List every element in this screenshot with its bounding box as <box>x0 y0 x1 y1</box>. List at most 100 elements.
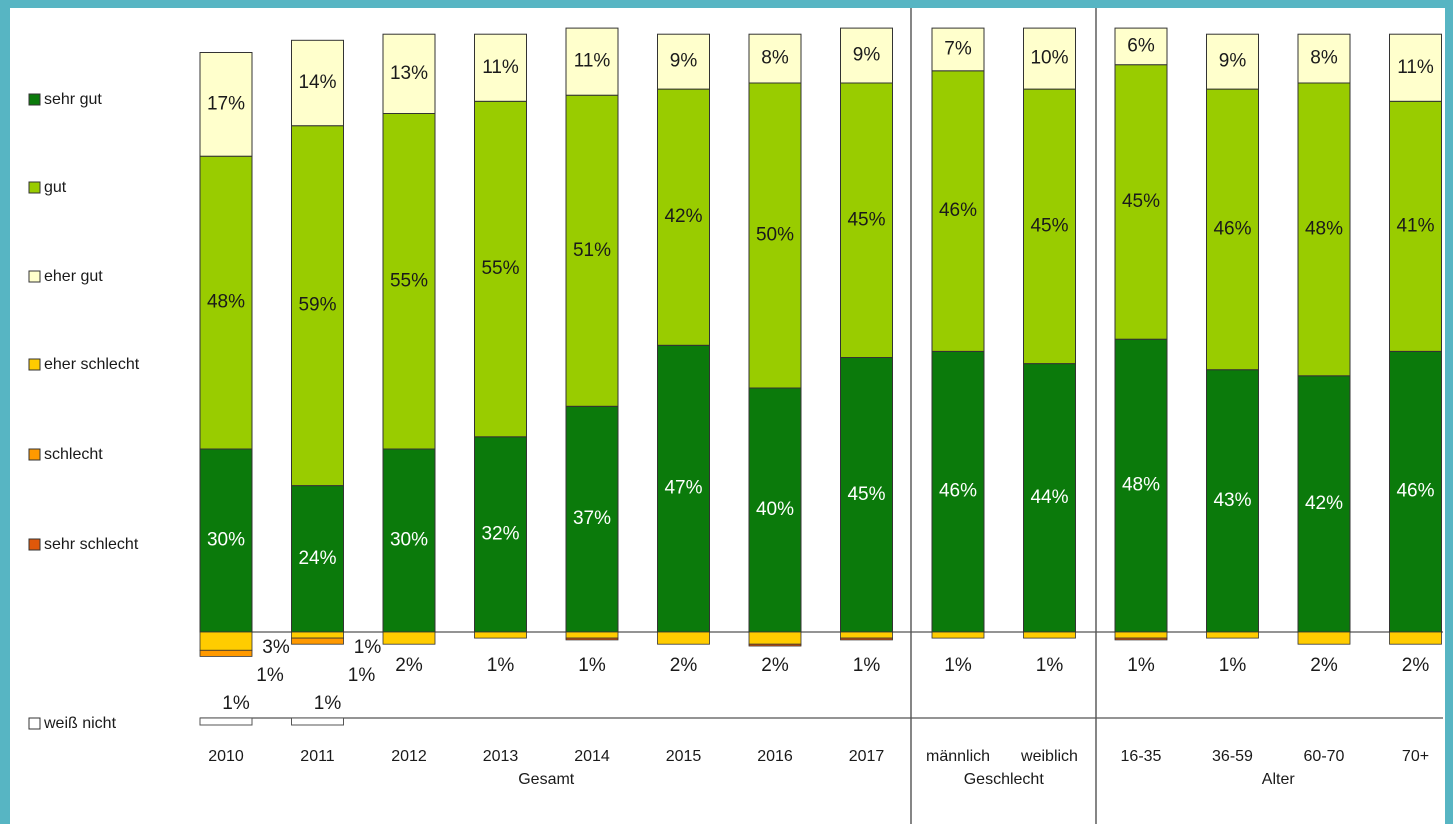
bar-segment <box>474 100 527 438</box>
bar-segment <box>291 485 344 633</box>
bar-segment <box>474 631 527 639</box>
x-tick-label: 2010 <box>208 748 244 765</box>
data-label: 45% <box>847 209 885 230</box>
data-label: 8% <box>761 48 789 69</box>
bar-segment <box>1297 375 1351 633</box>
bar-segment <box>565 631 619 639</box>
data-label: 41% <box>1396 215 1434 236</box>
legend-label: sehr schlecht <box>44 536 139 553</box>
bar-segment <box>1023 363 1076 633</box>
data-label: 2% <box>1310 655 1338 676</box>
data-label: 40% <box>756 499 794 520</box>
x-tick-label: 70+ <box>1402 748 1429 765</box>
data-label: 1% <box>222 693 250 714</box>
x-tick-label: 2013 <box>483 748 519 765</box>
bar-segment <box>657 631 710 645</box>
bar-segment <box>1297 631 1351 645</box>
data-label: 46% <box>939 481 977 502</box>
data-label: 1% <box>853 655 881 676</box>
chart: Gesamt Geschlecht Alter sehr gut gut eher gut… <box>10 8 1445 824</box>
x-tick-label: 2017 <box>849 748 885 765</box>
group-label: Alter <box>1262 771 1296 788</box>
bar-segment <box>657 88 710 346</box>
legend-label: sehr gut <box>44 91 102 108</box>
bar-segment <box>1114 631 1168 639</box>
data-label: 48% <box>207 292 245 313</box>
group-label: Gesamt <box>518 771 575 788</box>
data-label: 2% <box>1402 655 1430 676</box>
data-label: 9% <box>853 45 881 66</box>
bar-segment <box>291 39 344 127</box>
bar-segment <box>199 717 253 726</box>
data-label: 46% <box>939 200 977 221</box>
bar-segment <box>931 27 985 72</box>
bar-segment <box>199 631 253 651</box>
data-label: 13% <box>390 63 428 84</box>
bar-segment <box>840 631 893 639</box>
legend-swatch <box>28 270 41 283</box>
bar-segment <box>748 387 802 633</box>
x-tick-label: 36-59 <box>1212 748 1253 765</box>
bar-segment <box>840 27 893 84</box>
data-label: 24% <box>298 548 336 569</box>
bar-segment <box>199 448 253 633</box>
bar-segment <box>931 70 985 352</box>
bar-segment <box>748 631 802 645</box>
legend-swatch <box>28 181 41 194</box>
data-label: 11% <box>574 51 611 72</box>
legend-label: schlecht <box>44 446 103 463</box>
data-label: 1% <box>1127 655 1155 676</box>
data-label: 1% <box>348 665 376 686</box>
bar-segment <box>291 125 344 487</box>
data-label: 1% <box>256 665 284 686</box>
bar-segment <box>840 637 893 641</box>
bar-segment <box>1389 631 1442 645</box>
data-label: 11% <box>482 57 519 78</box>
bar-segment <box>1206 88 1259 371</box>
data-label: 1% <box>1036 655 1064 676</box>
bar-segment <box>1389 350 1442 633</box>
data-label: 30% <box>207 530 245 551</box>
data-label: 55% <box>481 258 519 279</box>
bar-segment <box>1206 33 1259 90</box>
data-label: 9% <box>1219 51 1247 72</box>
bar-segment <box>291 631 344 639</box>
legend-swatch <box>28 93 41 106</box>
legend-swatch <box>28 358 41 371</box>
bar-segment <box>291 637 344 645</box>
x-tick-label: 2014 <box>574 748 610 765</box>
data-label: 32% <box>481 523 519 544</box>
data-label: 8% <box>1310 48 1338 69</box>
data-label: 45% <box>1122 191 1160 212</box>
legend-swatch <box>28 538 41 551</box>
bar-segment <box>1206 369 1259 633</box>
bar-segment <box>199 52 253 157</box>
bar-segment <box>382 631 436 645</box>
x-tick-label: weiblich <box>1020 748 1078 765</box>
data-label: 1% <box>578 655 606 676</box>
data-label: 48% <box>1305 218 1343 239</box>
data-label: 48% <box>1122 475 1160 496</box>
legend-swatch <box>28 448 41 461</box>
bar-segment <box>931 350 985 633</box>
data-label: 6% <box>1127 35 1155 56</box>
legend-label: weiß nicht <box>43 715 117 732</box>
data-label: 2% <box>670 655 698 676</box>
data-label: 1% <box>1219 655 1247 676</box>
data-label: 11% <box>1397 57 1434 78</box>
data-label: 44% <box>1030 487 1068 508</box>
x-tick-label: 60-70 <box>1304 748 1345 765</box>
data-label: 46% <box>1396 481 1434 502</box>
group-label: Geschlecht <box>964 771 1045 788</box>
data-label: 1% <box>944 655 972 676</box>
bar-segment <box>748 33 802 84</box>
x-tick-label: 2016 <box>757 748 793 765</box>
bar-segment <box>657 344 710 633</box>
bar-segment <box>291 717 344 726</box>
bar-segment <box>1023 631 1076 639</box>
data-label: 45% <box>1030 215 1068 236</box>
data-label: 37% <box>573 508 611 529</box>
legend-swatch <box>28 717 41 730</box>
data-label: 2% <box>395 655 423 676</box>
